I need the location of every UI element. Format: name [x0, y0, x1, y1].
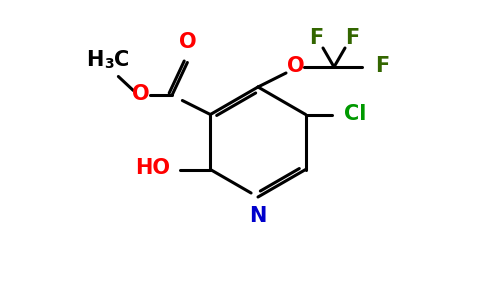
Text: O: O: [287, 56, 305, 76]
Text: C: C: [114, 50, 130, 70]
Text: HO: HO: [136, 158, 170, 178]
Text: O: O: [179, 32, 196, 52]
Text: F: F: [309, 28, 323, 48]
Text: O: O: [132, 83, 149, 103]
Text: F: F: [375, 56, 389, 76]
Text: F: F: [345, 28, 359, 48]
Text: N: N: [249, 206, 267, 226]
Text: 3: 3: [105, 58, 114, 71]
Text: H: H: [86, 50, 104, 70]
Text: Cl: Cl: [344, 103, 366, 124]
